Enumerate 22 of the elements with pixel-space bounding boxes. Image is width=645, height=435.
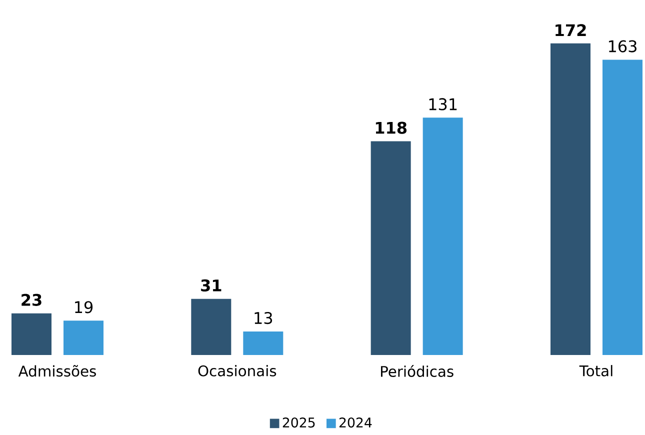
- legend-label: 2024: [339, 417, 372, 428]
- data-label: 163: [608, 40, 636, 52]
- x-tick-label: Admissões: [18, 365, 96, 377]
- bar: [422, 118, 463, 355]
- bar: [11, 313, 52, 355]
- data-label: 118: [376, 122, 407, 134]
- bar: [550, 43, 590, 355]
- bar: [243, 331, 284, 355]
- data-label: 172: [556, 24, 586, 36]
- x-tick-label: Total: [579, 365, 612, 376]
- x-tick-label: Ocasionais: [198, 365, 276, 376]
- data-label: 131: [429, 98, 457, 110]
- bar: [602, 60, 642, 355]
- data-label: 13: [254, 312, 272, 324]
- bar: [370, 141, 411, 355]
- x-tick-label: Periódicas: [381, 365, 454, 377]
- bar: [63, 320, 104, 355]
- data-label: 23: [22, 294, 42, 306]
- data-label: 31: [201, 279, 222, 292]
- legend-label: 2025: [282, 417, 315, 428]
- data-label: 19: [75, 301, 93, 314]
- bar: [191, 298, 232, 355]
